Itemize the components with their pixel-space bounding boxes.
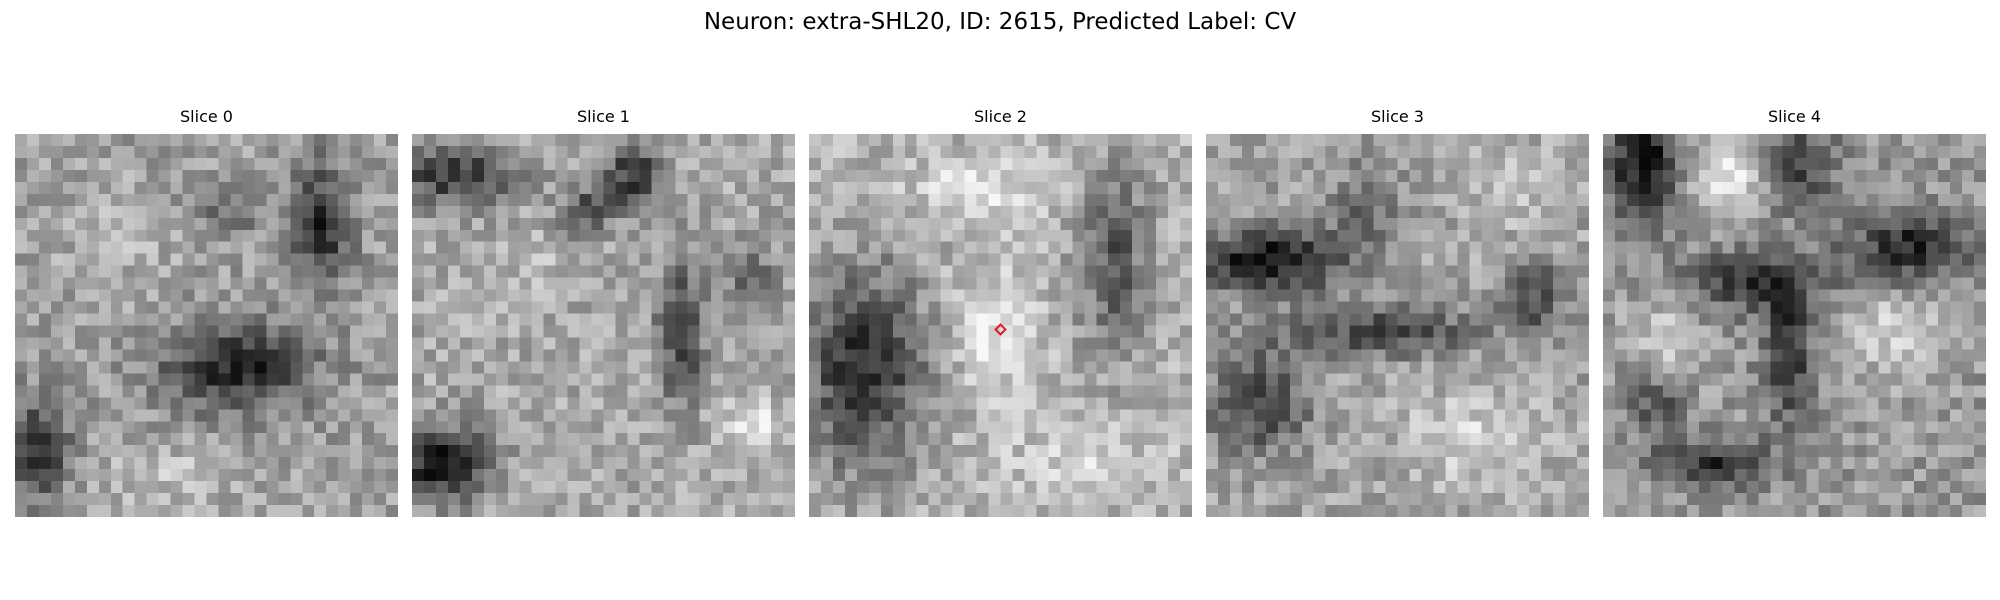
slice-panel-2: Slice 2 bbox=[809, 106, 1192, 517]
slice-title: Slice 2 bbox=[974, 107, 1027, 126]
slice-panel-0: Slice 0 bbox=[15, 106, 398, 517]
slice-title: Slice 3 bbox=[1371, 107, 1424, 126]
slice-title: Slice 0 bbox=[180, 107, 233, 126]
slice-title: Slice 4 bbox=[1768, 107, 1821, 126]
slice-panel-3: Slice 3 bbox=[1206, 106, 1589, 517]
slice-image bbox=[809, 134, 1192, 517]
slice-image bbox=[1603, 134, 1986, 517]
slice-image bbox=[15, 134, 398, 517]
slice-title: Slice 1 bbox=[577, 107, 630, 126]
figure-title: Neuron: extra-SHL20, ID: 2615, Predicted… bbox=[703, 9, 1297, 35]
slice-panel-4: Slice 4 bbox=[1603, 106, 1986, 517]
slice-image bbox=[1206, 134, 1589, 517]
slice-image bbox=[412, 134, 795, 517]
slice-panel-1: Slice 1 bbox=[412, 106, 795, 517]
